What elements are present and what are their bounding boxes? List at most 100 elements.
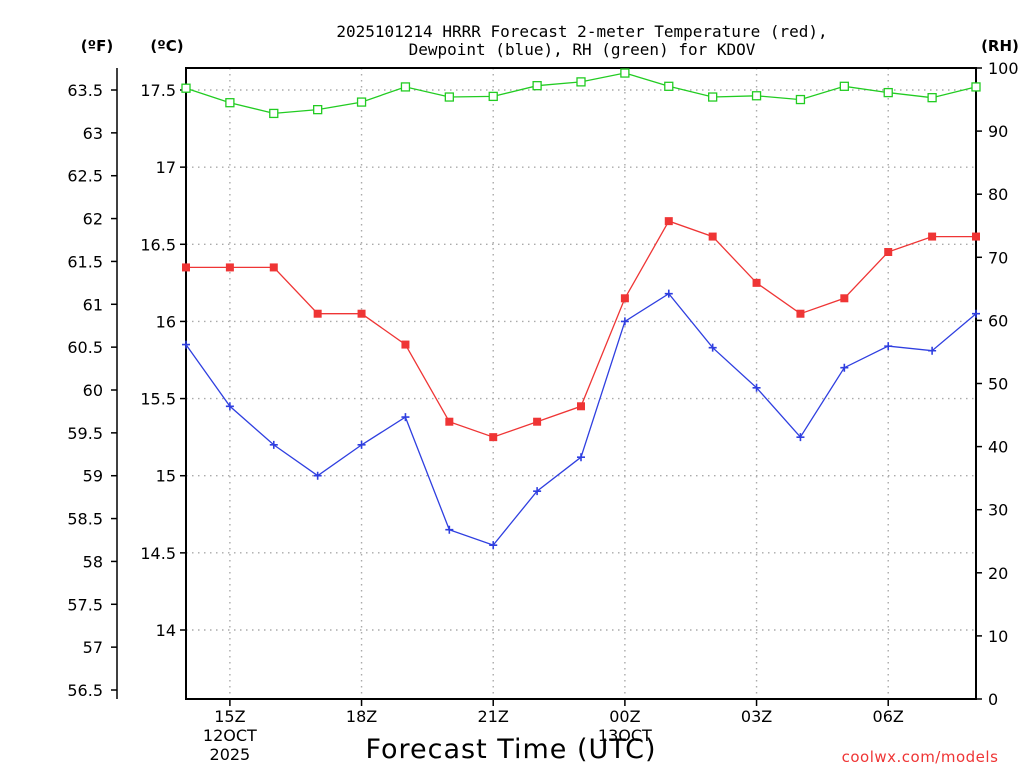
fahrenheit-tick-label: 61 xyxy=(83,295,103,314)
temperature-point xyxy=(269,263,278,272)
grid-lines xyxy=(186,68,976,699)
temperature-point xyxy=(972,232,980,241)
x-tick-label: 21Z xyxy=(478,707,509,726)
dewpoint-point xyxy=(533,487,542,496)
celsius-tick-label: 16.5 xyxy=(140,235,176,254)
celsius-tick-label: 17 xyxy=(156,158,176,177)
x-date-label: 12OCT xyxy=(203,726,257,745)
celsius-tick-label: 17.5 xyxy=(140,81,176,100)
temperature-point xyxy=(752,278,761,287)
rh-tick-label: 70 xyxy=(988,248,1008,267)
rh-point xyxy=(708,92,718,102)
dewpoint-point xyxy=(884,342,893,351)
temperature-point xyxy=(928,232,937,241)
rh-tick-label: 0 xyxy=(988,690,998,709)
x-tick-label: 06Z xyxy=(873,707,904,726)
temperature-point xyxy=(182,263,190,272)
rh-point xyxy=(225,98,235,108)
fahrenheit-tick-label: 58.5 xyxy=(67,510,103,529)
fahrenheit-tick-label: 60.5 xyxy=(67,338,103,357)
dewpoint-point xyxy=(269,440,278,449)
rh-point xyxy=(795,94,806,105)
rh-tick-label: 100 xyxy=(988,59,1019,78)
dewpoint-point xyxy=(796,433,805,442)
rh-unit-label: (RH) xyxy=(981,37,1019,55)
temperature-point xyxy=(620,294,629,303)
temperature-point xyxy=(357,309,366,318)
dewpoint-point xyxy=(752,383,761,392)
temperature-point xyxy=(577,402,585,411)
rh-point xyxy=(751,91,762,101)
dewpoint-point xyxy=(445,525,454,534)
fahrenheit-tick-label: 56.5 xyxy=(67,681,103,700)
rh-point xyxy=(971,82,981,92)
fahrenheit-tick-label: 63 xyxy=(83,124,103,143)
dewpoint-point xyxy=(928,346,937,355)
series xyxy=(181,68,981,550)
dewpoint-point xyxy=(577,453,585,462)
plot-frame xyxy=(185,67,977,700)
dewpoint-point xyxy=(620,317,629,326)
rh-point xyxy=(313,104,323,115)
x-tick-label: 00Z xyxy=(609,707,640,726)
rh-point xyxy=(181,83,191,93)
x-axis-label: Forecast Time (UTC) xyxy=(365,734,656,765)
dewpoint-point xyxy=(225,402,234,411)
dewpoint-point xyxy=(840,363,849,372)
rh-tick-label: 90 xyxy=(988,122,1008,141)
fahrenheit-tick-label: 62.5 xyxy=(67,167,103,186)
fahrenheit-tick-label: 58 xyxy=(83,552,103,571)
temperature-point xyxy=(708,232,717,241)
temperature-point xyxy=(225,263,234,272)
fahrenheit-tick-label: 59.5 xyxy=(67,424,103,443)
rh-tick-label: 10 xyxy=(988,627,1008,646)
dewpoint-line xyxy=(185,292,977,546)
rh-point xyxy=(576,77,586,87)
fahrenheit-tick-label: 57.5 xyxy=(67,595,103,614)
x-year-label: 2025 xyxy=(210,745,251,764)
x-date-label: 13OCT xyxy=(598,726,652,745)
celsius-tick-label: 16 xyxy=(156,312,176,331)
temperature-point xyxy=(401,340,410,349)
rh-point xyxy=(839,81,849,91)
x-tick-label: 18Z xyxy=(346,707,377,726)
celsius-unit-label: (ºC) xyxy=(150,37,183,55)
dewpoint-point xyxy=(664,289,673,298)
celsius-tick-label: 15 xyxy=(156,467,176,486)
temperature-point xyxy=(664,217,673,226)
celsius-tick-label: 14 xyxy=(156,621,176,640)
dewpoint-point xyxy=(489,541,498,550)
rh-tick-label: 30 xyxy=(988,501,1008,520)
x-tick-label: 15Z xyxy=(214,707,245,726)
axes: 14 14.5 15 15.5 16 16.5 17 17.5 56.5 57 57.5 58 58.5… xyxy=(67,59,1018,764)
temperature-point xyxy=(884,248,893,256)
chart-title-line2: Dewpoint (blue), RH (green) for KDOV xyxy=(409,40,756,59)
fahrenheit-tick-label: 60 xyxy=(83,381,103,400)
dewpoint-point xyxy=(972,309,980,318)
temperature-point xyxy=(796,309,805,318)
temperature-point xyxy=(445,417,454,426)
dewpoint-point xyxy=(708,343,717,352)
fahrenheit-tick-label: 61.5 xyxy=(67,252,103,271)
rh-point xyxy=(532,81,542,91)
fahrenheit-tick-label: 57 xyxy=(83,638,103,657)
temperature-point xyxy=(533,417,542,426)
rh-point xyxy=(269,108,279,119)
dewpoint-point xyxy=(401,413,410,422)
fahrenheit-tick-label: 63.5 xyxy=(67,81,103,100)
x-tick-label: 03Z xyxy=(741,707,772,726)
rh-tick-label: 40 xyxy=(988,438,1008,457)
rh-tick-label: 20 xyxy=(988,564,1008,583)
fahrenheit-tick-label: 62 xyxy=(83,210,103,229)
rh-point xyxy=(620,68,630,78)
rh-point xyxy=(444,92,454,102)
temperature-point xyxy=(489,433,498,442)
chart-title-line1: 2025101214 HRRR Forecast 2-meter Tempera… xyxy=(336,22,827,41)
dewpoint-point xyxy=(313,471,322,480)
rh-tick-label: 80 xyxy=(988,185,1008,204)
rh-tick-label: 50 xyxy=(988,375,1008,394)
temperature-point xyxy=(840,294,849,303)
rh-point xyxy=(488,91,498,102)
rh-point xyxy=(356,97,367,107)
